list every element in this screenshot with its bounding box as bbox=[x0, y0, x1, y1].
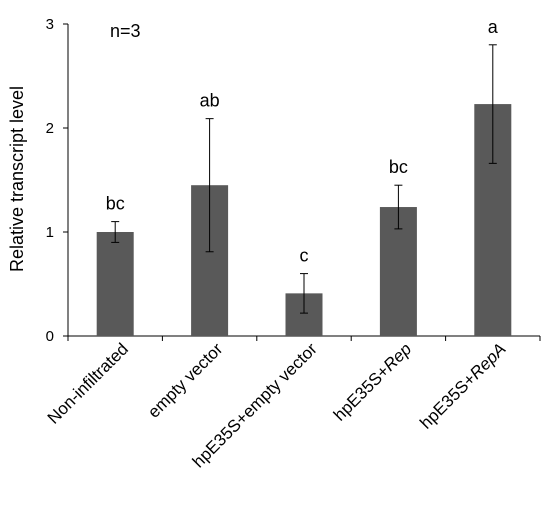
category-label: Non-infiltrated bbox=[44, 339, 132, 427]
category-label: hpE35S+Rep bbox=[330, 339, 415, 424]
category-label: empty vector bbox=[144, 339, 226, 421]
significance-label: c bbox=[300, 246, 309, 266]
significance-label: bc bbox=[389, 157, 408, 177]
bar bbox=[96, 232, 134, 336]
category-label: hpE35S+RepA bbox=[416, 339, 509, 432]
y-tick-label: 1 bbox=[46, 224, 54, 241]
significance-label: bc bbox=[106, 194, 125, 214]
y-tick-label: 2 bbox=[46, 120, 54, 137]
significance-label: a bbox=[488, 17, 499, 37]
plot-area: 0 1 2 3 bc Non-infiltrated ab empty vector c hpE3… bbox=[44, 16, 541, 471]
y-tick-label: 0 bbox=[46, 328, 54, 345]
y-tick-label: 3 bbox=[46, 16, 54, 33]
significance-label: ab bbox=[200, 91, 220, 111]
annotation-n: n=3 bbox=[110, 21, 141, 41]
y-axis-title: Relative transcript level bbox=[7, 86, 27, 272]
